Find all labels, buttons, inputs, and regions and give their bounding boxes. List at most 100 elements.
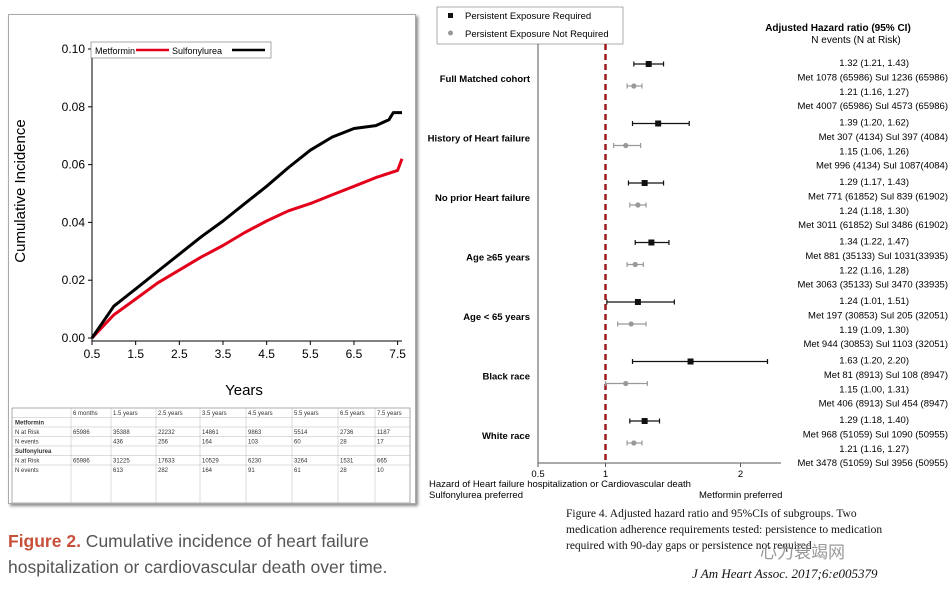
- hr-ci-text: 1.29 (1.18, 1.40): [839, 415, 909, 426]
- events-text: Met 3478 (51059) Sul 3956 (50955): [797, 458, 948, 469]
- subgroup-label: History of Heart failure: [428, 134, 530, 145]
- risk-table-cell: 22232: [158, 430, 175, 436]
- events-text: Met 307 (4134) Sul 397 (4084): [819, 132, 948, 143]
- km-y-tick-label: 0.00: [62, 331, 86, 345]
- risk-table-group-name: Sulfonylurea: [15, 449, 52, 455]
- risk-table-header: 1.5 years: [113, 411, 138, 417]
- hr-ci-text: 1.34 (1.22, 1.47): [839, 237, 909, 248]
- legend-required-label: Persistent Exposure Required: [465, 11, 591, 22]
- hr-ci-text: 1.15 (1.06, 1.26): [839, 146, 909, 157]
- forest-header-title: Adjusted Hazard ratio (95% CI): [765, 23, 911, 34]
- forest-x-tick-label: 0.5: [531, 469, 544, 480]
- figure-2-caption-text: Cumulative incidence of heart failure ho…: [8, 531, 388, 577]
- risk-table-cell: 282: [158, 468, 169, 474]
- forest-rows: Full Matched cohort 1.32 (1.21, 1.43) Met …: [428, 58, 948, 469]
- subgroup-label: No prior Heart failure: [435, 193, 530, 204]
- km-legend: Metformin Sulfonylurea: [90, 41, 272, 59]
- legend-not-required-marker: [448, 30, 453, 36]
- hr-point-not-required: [635, 202, 641, 208]
- events-text: Met 406 (8913) Sul 454 (8947): [819, 399, 948, 410]
- hr-ci-text: 1.15 (1.00, 1.31): [839, 384, 909, 395]
- hr-point-not-required: [623, 142, 629, 149]
- risk-table-cell: 3264: [294, 459, 308, 465]
- km-x-tick-label: 1.5: [127, 347, 144, 361]
- risk-table-cell: 65986: [73, 459, 90, 465]
- citation-text: J Am Heart Assoc. 2017;6:e005379: [692, 566, 878, 581]
- risk-table-cell: 2736: [340, 430, 354, 436]
- risk-table-cell: 35388: [113, 430, 130, 436]
- hr-point-required: [641, 418, 648, 424]
- forest-legend-box: [436, 6, 624, 45]
- forest-legend: Persistent Exposure Required Persistent …: [436, 6, 624, 45]
- risk-table-cell: 1187: [377, 430, 391, 436]
- hr-ci-text: 1.21 (1.16, 1.27): [839, 444, 909, 455]
- risk-table-cell: 60: [294, 440, 301, 446]
- sulfonylurea-preferred-label: Sulfonylurea preferred: [429, 490, 523, 501]
- events-text: Met 944 (30853) Sul 1103 (32051): [803, 339, 948, 350]
- km-x-tick-label: 4.5: [258, 347, 275, 361]
- risk-table-row-label: N at Risk: [15, 430, 40, 436]
- km-x-tick-label: 0.5: [84, 347, 101, 361]
- km-legend-box: [90, 41, 272, 59]
- km-x-tick-label: 3.5: [215, 347, 232, 361]
- legend-sulfonylurea-label: Sulfonylurea: [172, 46, 222, 56]
- km-line-metformin: [90, 158, 404, 340]
- km-x-tick-label: 2.5: [171, 347, 188, 361]
- hr-point-required: [648, 239, 655, 246]
- km-y-tick-label: 0.02: [62, 273, 86, 287]
- events-text: Met 4007 (65986) Sul 4573 (65986): [797, 101, 948, 112]
- subgroup-label: Full Matched cohort: [440, 74, 531, 85]
- hr-point-required: [634, 299, 641, 305]
- hr-ci-text: 1.32 (1.21, 1.43): [839, 58, 909, 69]
- risk-table-cell: 9863: [248, 430, 262, 436]
- risk-table-cell: 28: [340, 440, 347, 446]
- hr-point-required: [645, 61, 652, 67]
- risk-table-cell: 164: [202, 468, 213, 474]
- forest-x-tick-label: 1: [603, 469, 608, 480]
- risk-table-header: 5.5 years: [294, 411, 319, 417]
- risk-table-cell: 17: [377, 440, 384, 446]
- forest-header-subtitle: N events (N at Risk): [811, 35, 900, 46]
- figure-4-caption: Figure 4. Adjusted hazard ratio and 95%C…: [566, 508, 883, 552]
- subgroup-label: Black race: [482, 372, 530, 383]
- events-text: Met 197 (30853) Sul 205 (32051): [808, 310, 948, 321]
- risk-table-row-label: N at Risk: [15, 459, 40, 465]
- watermark: 心力衰竭网: [760, 543, 845, 562]
- risk-table-group-name: Metformin: [15, 421, 44, 427]
- km-y-axis-label: Cumulative Incidence: [12, 119, 29, 262]
- risk-table-cell: 14861: [202, 430, 219, 436]
- hr-point-required: [687, 358, 694, 365]
- km-y-tick-label: 0.08: [62, 100, 86, 114]
- kaplan-meier-panel: 0.00 0.02 0.04 0.06 0.08 0.10 0.5 1.5 2.5 3.5 4.5 5…: [8, 14, 416, 504]
- risk-table-row-label: N events: [15, 440, 39, 446]
- risk-table-row-label: N events: [15, 468, 39, 474]
- hr-point-not-required: [623, 380, 629, 387]
- citation: J Am Heart Assoc. 2017;6:e005379: [692, 566, 877, 582]
- metformin-preferred-label: Metformin preferred: [699, 490, 782, 501]
- risk-table-cell: 5514: [294, 430, 308, 436]
- hr-ci-text: 1.63 (1.20, 2.20): [839, 356, 909, 367]
- events-text: Met 1078 (65986) Sul 1236 (65986): [797, 72, 948, 83]
- events-text: Met 3063 (35133) Sul 3470 (33935): [797, 280, 948, 291]
- hr-ci-text: 1.24 (1.18, 1.30): [839, 206, 909, 217]
- risk-table: 6 months 1.5 years 2.5 years 3.5 years 4.5 y…: [11, 407, 411, 503]
- risk-table-cell: 436: [113, 440, 124, 446]
- hr-point-required: [641, 180, 648, 186]
- hr-ci-text: 1.19 (1.09, 1.30): [839, 325, 909, 336]
- km-line-sulfonylurea: [90, 111, 402, 339]
- km-y-tick-label: 0.06: [62, 158, 86, 172]
- km-chart: 0.00 0.02 0.04 0.06 0.08 0.10 0.5 1.5 2.5 3.5 4.5 5…: [11, 41, 411, 503]
- events-text: Met 968 (51059) Sul 1090 (50955): [803, 429, 948, 440]
- figure-2-label: Figure 2.: [8, 531, 81, 551]
- km-x-tick-label: 5.5: [302, 347, 319, 361]
- hr-ci-text: 1.39 (1.20, 1.62): [839, 118, 909, 129]
- forest-axes: 0.5 1 2: [531, 44, 781, 480]
- legend-metformin-label: Metformin: [95, 46, 135, 56]
- risk-table-cell: 665: [377, 459, 388, 465]
- figure-2-caption: Figure 2. Cumulative incidence of heart …: [8, 528, 428, 580]
- risk-table-header: 6.5 years: [340, 411, 365, 417]
- risk-table-cell: 613: [113, 468, 124, 474]
- risk-table-cell: 61: [294, 468, 301, 474]
- legend-not-required-label: Persistent Exposure Not Required: [465, 29, 609, 40]
- risk-table-cell: 17633: [158, 459, 175, 465]
